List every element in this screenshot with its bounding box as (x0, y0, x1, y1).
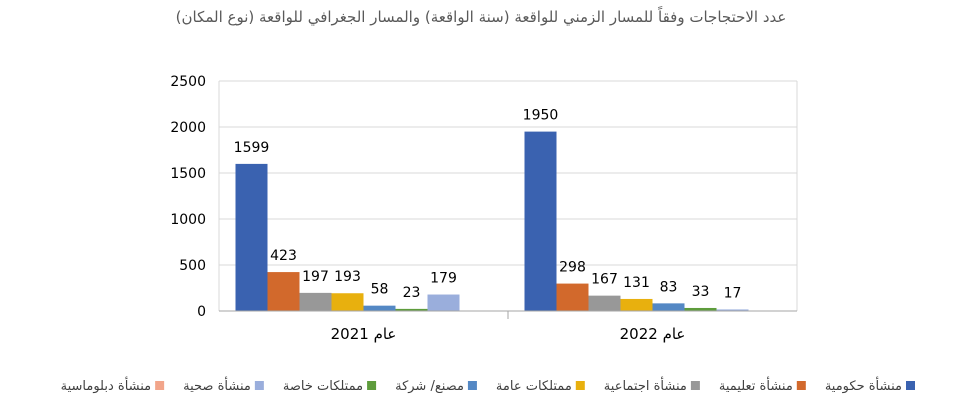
legend-swatch (690, 381, 700, 390)
data-label: 33 (692, 284, 710, 300)
data-label: 58 (371, 282, 389, 298)
data-label: 83 (660, 279, 678, 295)
x-axis-categories: عام 2021 عام 2022 (331, 325, 686, 343)
data-label: 131 (623, 275, 650, 291)
legend-swatch (906, 381, 915, 390)
bars (235, 131, 781, 311)
bar (588, 295, 621, 311)
y-tick-label: 1500 (170, 166, 206, 182)
data-labels: 1599 423 197 193 58 23 179 1950 298 167 131 83 33 17 (234, 108, 742, 302)
y-tick-label: 0 (197, 304, 206, 320)
bar (267, 272, 300, 311)
bar (620, 298, 653, 311)
legend-entry: ممتلكات عامة (496, 379, 572, 394)
x-axis (219, 310, 797, 319)
category-label: عام 2021 (331, 325, 397, 343)
bar (652, 303, 685, 311)
bar (363, 305, 396, 311)
y-tick-label: 2000 (170, 120, 206, 136)
legend-entry: منشأة دبلوماسية (61, 376, 152, 394)
category-label: عام 2022 (620, 325, 686, 343)
bar (299, 292, 332, 311)
data-label: 167 (591, 272, 618, 288)
data-label: 17 (724, 285, 742, 301)
legend-entry: منشأة تعليمية (719, 376, 793, 394)
data-label: 179 (430, 271, 457, 287)
data-label: 1599 (234, 140, 270, 156)
gridlines (218, 80, 798, 311)
legend-entry: منشأة صحية (183, 376, 251, 394)
data-label: 423 (270, 248, 297, 264)
legend-entry: منشأة اجتماعية (604, 376, 687, 394)
legend-swatch (796, 381, 806, 390)
bar (235, 163, 268, 311)
y-tick-label: 1000 (170, 212, 206, 228)
y-tick-label: 500 (179, 258, 206, 274)
chart-title: عدد الاحتجاجات وفقاً للمسار الزمني للواق… (176, 6, 787, 27)
data-label: 197 (302, 269, 329, 285)
data-label: 1950 (523, 108, 559, 124)
legend-swatch (254, 381, 264, 390)
legend-entry: ممتلكات خاصة (283, 379, 363, 394)
bar (716, 309, 749, 311)
bar (427, 294, 460, 311)
legend-entry: مصنع/ شركة (395, 379, 464, 394)
legend-swatch (155, 381, 165, 390)
bar (556, 283, 589, 311)
data-label: 193 (334, 269, 361, 285)
data-label: 23 (403, 285, 421, 301)
bar (395, 308, 428, 311)
legend: منشأة حكومية منشأة تعليمية منشأة اجتماعية م… (61, 376, 915, 394)
data-label: 298 (559, 260, 586, 276)
y-tick-label: 2500 (170, 74, 206, 90)
legend-swatch (575, 381, 585, 390)
legend-entry: منشأة حكومية (825, 376, 902, 394)
legend-swatch (367, 381, 377, 390)
bar (524, 131, 557, 311)
legend-swatch (467, 381, 477, 390)
y-axis-ticks: 0 500 1000 1500 2000 2500 (170, 74, 206, 320)
bar (331, 293, 364, 311)
bar (684, 307, 717, 311)
